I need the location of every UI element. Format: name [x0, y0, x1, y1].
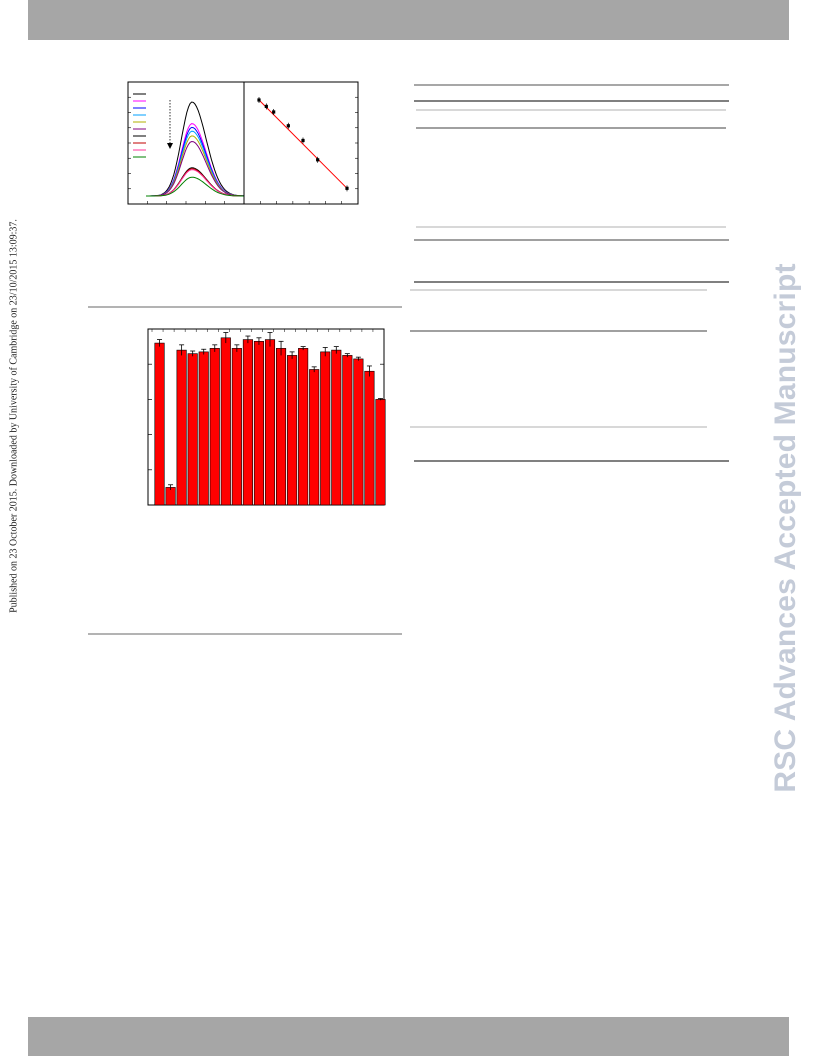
bar: [209, 348, 220, 506]
linear-fit-points: [257, 97, 349, 192]
bar: [176, 349, 187, 506]
bar-chart-bars: [154, 332, 386, 506]
data-point: [316, 158, 320, 162]
linear-fit-figure: [243, 81, 359, 205]
emission-spectra-ticks: [128, 96, 225, 204]
bar: [375, 399, 386, 506]
emission-spectra-figure: [127, 81, 245, 205]
selectivity-bar-figure: [147, 328, 386, 506]
data-point: [257, 98, 261, 102]
emission-curve: [146, 167, 244, 197]
bar: [253, 341, 265, 506]
bar: [309, 369, 320, 506]
bar: [331, 349, 342, 506]
bar: [287, 355, 298, 506]
bar: [364, 370, 375, 506]
data-point: [272, 110, 276, 114]
emission-curve: [146, 135, 244, 197]
bar: [154, 342, 165, 506]
linear-fit-frame: [243, 81, 359, 205]
bar: [353, 358, 364, 506]
emission-spectra-lines: [146, 101, 245, 197]
bar: [187, 353, 198, 506]
emission-curve: [146, 123, 244, 197]
header-bar: [28, 0, 789, 40]
bar: [220, 337, 231, 506]
bar: [342, 355, 353, 506]
emission-curve: [146, 169, 244, 197]
bar: [231, 348, 242, 506]
emission-spectra-legend: [133, 93, 146, 158]
data-point: [264, 104, 268, 109]
bar: [264, 339, 276, 506]
bar: [320, 351, 331, 506]
data-point: [345, 186, 349, 190]
linear-fit-ticks: [259, 96, 358, 204]
footer-bar: [28, 1017, 789, 1056]
emission-curve: [146, 130, 244, 197]
bar: [298, 348, 309, 506]
emission-curve: [146, 168, 244, 197]
data-point: [301, 138, 305, 143]
emission-curve: [146, 101, 245, 197]
table-1: [414, 84, 729, 241]
bar: [198, 351, 209, 506]
bar: [242, 339, 253, 506]
emission-curve: [146, 176, 244, 197]
bar: [275, 348, 287, 506]
data-point: [286, 124, 290, 128]
decrease-arrow-head: [167, 143, 173, 149]
table-2: [410, 281, 729, 462]
